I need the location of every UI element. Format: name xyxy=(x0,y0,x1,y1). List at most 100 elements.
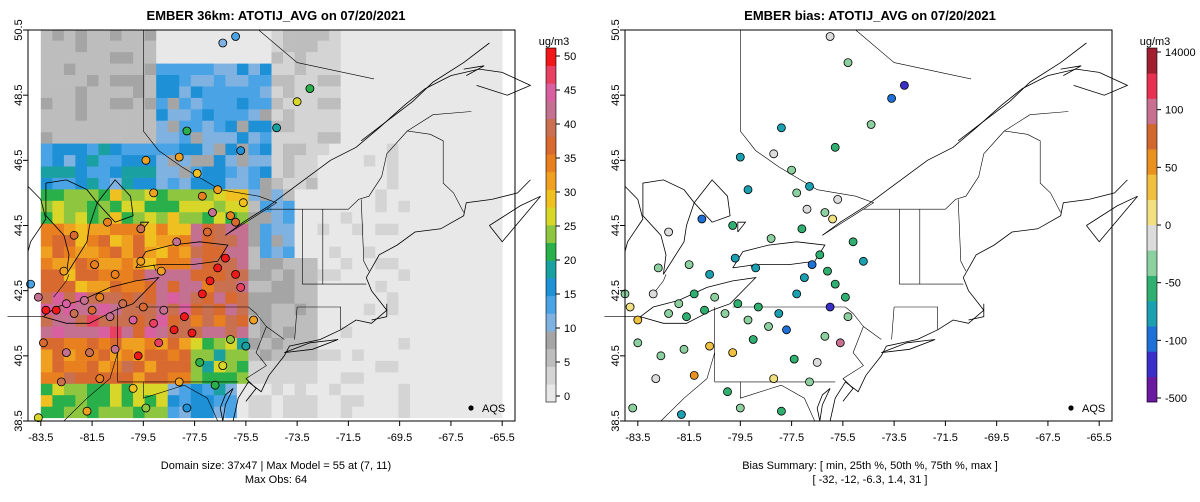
bias-site-marker[interactable] xyxy=(679,344,689,354)
obs-site-marker[interactable] xyxy=(138,302,148,312)
bias-site-marker[interactable] xyxy=(764,322,773,331)
obs-site-marker[interactable] xyxy=(154,338,164,348)
obs-site-marker[interactable] xyxy=(192,168,202,178)
obs-site-marker[interactable] xyxy=(141,403,151,413)
bias-site-marker[interactable] xyxy=(777,406,786,416)
bias-site-marker[interactable] xyxy=(730,253,740,263)
bias-site-marker[interactable] xyxy=(769,149,779,159)
obs-site-marker[interactable] xyxy=(136,224,146,234)
bias-site-marker[interactable] xyxy=(792,289,802,299)
obs-site-marker[interactable] xyxy=(195,357,205,367)
bias-site-marker[interactable] xyxy=(812,357,822,367)
obs-site-marker[interactable] xyxy=(159,305,169,315)
map-plot-area[interactable] xyxy=(604,29,1138,422)
obs-site-marker[interactable] xyxy=(238,198,248,208)
obs-site-marker[interactable] xyxy=(156,266,166,276)
bias-site-marker[interactable] xyxy=(805,181,814,191)
bias-site-marker[interactable] xyxy=(633,315,643,325)
obs-site-marker[interactable] xyxy=(241,341,251,351)
obs-site-marker[interactable] xyxy=(133,351,143,361)
bias-site-marker[interactable] xyxy=(728,348,738,358)
bias-site-marker[interactable] xyxy=(802,204,812,214)
obs-site-marker[interactable] xyxy=(110,344,120,354)
bias-site-marker[interactable] xyxy=(820,208,830,217)
bias-site-marker[interactable] xyxy=(787,165,796,175)
bias-site-marker[interactable] xyxy=(782,325,791,335)
bias-site-marker[interactable] xyxy=(866,120,876,129)
obs-site-marker[interactable] xyxy=(226,211,235,221)
obs-site-marker[interactable] xyxy=(118,299,128,309)
obs-site-marker[interactable] xyxy=(128,315,138,325)
obs-site-marker[interactable] xyxy=(33,292,43,302)
bias-site-marker[interactable] xyxy=(710,292,720,302)
bias-site-marker[interactable] xyxy=(815,250,825,260)
obs-site-marker[interactable] xyxy=(231,269,241,279)
bias-site-marker[interactable] xyxy=(653,263,663,273)
bias-site-marker[interactable] xyxy=(677,410,686,419)
obs-site-marker[interactable] xyxy=(105,312,115,322)
obs-site-marker[interactable] xyxy=(59,266,69,276)
obs-site-marker[interactable] xyxy=(26,279,36,289)
obs-site-marker[interactable] xyxy=(249,315,259,325)
bias-site-marker[interactable] xyxy=(689,370,699,380)
obs-site-marker[interactable] xyxy=(33,413,43,423)
obs-site-marker[interactable] xyxy=(210,380,220,390)
obs-site-marker[interactable] xyxy=(80,295,89,305)
obs-site-marker[interactable] xyxy=(197,191,207,201)
bias-site-marker[interactable] xyxy=(705,269,714,279)
obs-site-marker[interactable] xyxy=(179,312,189,322)
obs-site-marker[interactable] xyxy=(90,260,99,270)
bias-site-marker[interactable] xyxy=(625,302,635,312)
bias-site-marker[interactable] xyxy=(733,299,743,309)
bias-site-marker[interactable] xyxy=(697,214,707,224)
bias-site-marker[interactable] xyxy=(735,152,745,162)
obs-site-marker[interactable] xyxy=(272,123,282,133)
bias-site-marker[interactable] xyxy=(751,263,761,273)
bias-site-marker[interactable] xyxy=(705,341,714,351)
obs-site-marker[interactable] xyxy=(169,325,179,335)
obs-site-marker[interactable] xyxy=(82,406,92,416)
bias-site-marker[interactable] xyxy=(720,309,730,318)
bias-site-marker[interactable] xyxy=(664,227,673,237)
bias-site-marker[interactable] xyxy=(689,289,699,299)
bias-site-marker[interactable] xyxy=(789,354,799,364)
bias-site-marker[interactable] xyxy=(774,309,784,318)
obs-site-marker[interactable] xyxy=(62,348,71,358)
bias-site-marker[interactable] xyxy=(777,123,786,133)
bias-site-marker[interactable] xyxy=(807,260,817,270)
bias-site-marker[interactable] xyxy=(684,260,694,270)
obs-site-marker[interactable] xyxy=(187,328,197,338)
bias-site-marker[interactable] xyxy=(848,237,858,247)
obs-site-marker[interactable] xyxy=(95,292,105,302)
bias-site-marker[interactable] xyxy=(800,273,809,283)
obs-site-marker[interactable] xyxy=(202,227,212,237)
bias-site-marker[interactable] xyxy=(728,221,738,230)
obs-site-marker[interactable] xyxy=(95,374,105,384)
obs-site-marker[interactable] xyxy=(149,188,159,198)
obs-site-marker[interactable] xyxy=(220,253,230,263)
bias-site-marker[interactable] xyxy=(628,403,638,413)
obs-site-marker[interactable] xyxy=(213,185,223,195)
bias-site-marker[interactable] xyxy=(820,331,830,341)
obs-site-marker[interactable] xyxy=(305,84,315,93)
obs-site-marker[interactable] xyxy=(218,38,228,48)
bias-site-marker[interactable] xyxy=(859,256,868,266)
bias-site-marker[interactable] xyxy=(743,185,753,195)
obs-site-marker[interactable] xyxy=(39,338,48,348)
bias-site-marker[interactable] xyxy=(825,302,835,312)
bias-site-marker[interactable] xyxy=(664,309,673,318)
obs-site-marker[interactable] xyxy=(174,152,184,162)
obs-site-marker[interactable] xyxy=(292,97,302,107)
bias-site-marker[interactable] xyxy=(748,335,758,344)
obs-site-marker[interactable] xyxy=(218,361,228,371)
bias-site-marker[interactable] xyxy=(828,214,837,224)
bias-site-marker[interactable] xyxy=(843,312,853,322)
obs-site-marker[interactable] xyxy=(69,309,79,318)
obs-site-marker[interactable] xyxy=(51,305,61,315)
bias-site-marker[interactable] xyxy=(648,289,658,299)
obs-site-marker[interactable] xyxy=(85,348,94,358)
bias-site-marker[interactable] xyxy=(674,299,684,309)
bias-site-marker[interactable] xyxy=(651,374,661,384)
obs-site-marker[interactable] xyxy=(205,276,215,286)
bias-site-marker[interactable] xyxy=(887,94,896,103)
